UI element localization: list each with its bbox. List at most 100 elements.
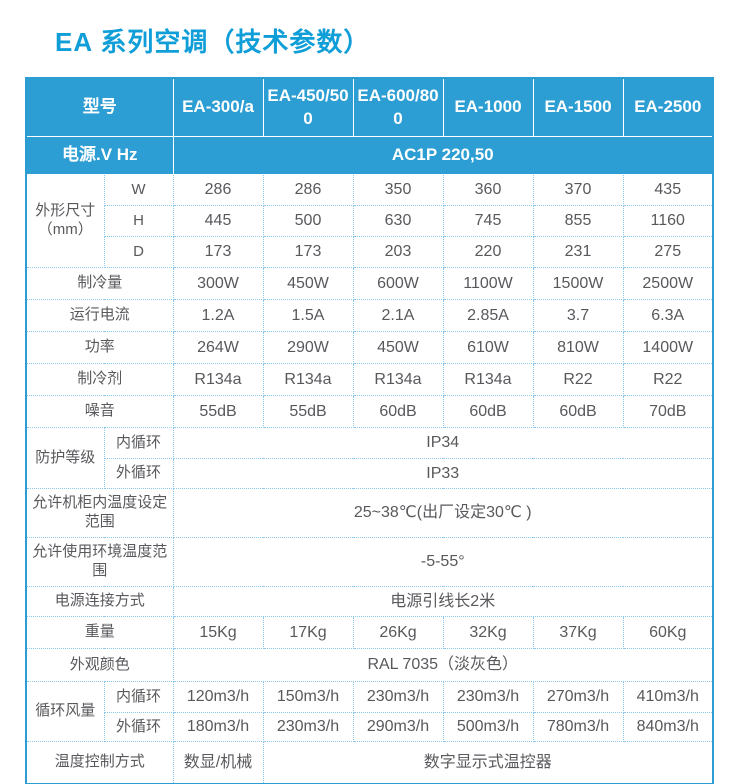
spec-row-cooling-capacity: 制冷量 300W 450W 600W 1100W 1500W 2500W (25, 267, 714, 300)
spec-value: 1.2A (172, 299, 264, 332)
temp-control-value: 数字显示式温控器 (262, 741, 714, 784)
spec-value: 290W (262, 331, 354, 364)
airflow-value: 410m3/h (622, 681, 714, 713)
airflow-value: 270m3/h (532, 681, 624, 713)
spec-value: 1100W (442, 267, 534, 300)
airflow-sublabel: 内循环 (103, 681, 174, 713)
dimension-value: 630 (352, 205, 444, 237)
model-header-label: 型号 (25, 77, 174, 137)
airflow-value: 230m3/h (352, 681, 444, 713)
ambient-temp-label: 允许使用环境温度范围 (25, 537, 174, 587)
spec-value: 55dB (262, 395, 354, 428)
cabinet-temp-row: 允许机柜内温度设定范围 25~38℃(出厂设定30℃ ) (25, 488, 714, 538)
spec-value: R134a (262, 363, 354, 396)
spec-table: 型号 EA-300/a EA-450/500 EA-600/800 EA-100… (25, 77, 714, 784)
spec-value: 810W (532, 331, 624, 364)
dimension-value: 350 (352, 174, 444, 206)
dimension-value: 745 (442, 205, 534, 237)
protection-label: 防护等级 (25, 427, 105, 489)
spec-value: R134a (172, 363, 264, 396)
cabinet-temp-value: 25~38℃(出厂设定30℃ ) (172, 488, 714, 538)
spec-value: 60dB (532, 395, 624, 428)
dimension-value: 286 (262, 174, 354, 206)
temp-control-row: 温度控制方式 数显/机械 数字显示式温控器 (25, 741, 714, 784)
spec-value: R134a (352, 363, 444, 396)
airflow-value: 120m3/h (172, 681, 264, 713)
ambient-temp-value: -5-55° (172, 537, 714, 587)
protection-value: IP34 (172, 427, 714, 459)
protection-sublabel: 内循环 (103, 427, 174, 459)
airflow-value: 150m3/h (262, 681, 354, 713)
spec-value: 2500W (622, 267, 714, 300)
spec-label: 制冷剂 (25, 363, 174, 396)
dimension-row-h: H 445 500 630 745 855 1160 (26, 205, 714, 237)
model-header-cell: EA-450/500 (262, 77, 354, 137)
spec-value: 2.85A (442, 299, 534, 332)
spec-value: 450W (262, 267, 354, 300)
model-header-cell: EA-1000 (442, 77, 534, 137)
spec-label: 制冷量 (25, 267, 174, 300)
spec-value: R22 (622, 363, 714, 396)
spec-value: 60dB (442, 395, 534, 428)
airflow-value: 180m3/h (172, 712, 264, 742)
dimension-value: 220 (442, 236, 534, 268)
protection-sublabel: 外循环 (103, 458, 174, 489)
weight-value: 37Kg (532, 616, 624, 649)
dimension-row-w: 外形尺寸（mm） W 286 286 350 360 370 435 (25, 174, 714, 268)
spec-row-power: 功率 264W 290W 450W 610W 810W 1400W (25, 331, 714, 364)
airflow-value: 840m3/h (622, 712, 714, 742)
spec-row-noise: 噪音 55dB 55dB 60dB 60dB 60dB 70dB (25, 395, 714, 428)
power-connection-label: 电源连接方式 (25, 586, 174, 617)
spec-value: 60dB (352, 395, 444, 428)
spec-label: 运行电流 (25, 299, 174, 332)
airflow-sublabel: 外循环 (103, 712, 174, 742)
airflow-value: 780m3/h (532, 712, 624, 742)
model-header-row: 型号 EA-300/a EA-450/500 EA-600/800 EA-100… (25, 77, 714, 137)
appearance-color-label: 外观颜色 (25, 648, 174, 682)
page-title: EA 系列空调（技术参数） (55, 27, 371, 57)
spec-value: R134a (442, 363, 534, 396)
temp-control-label: 温度控制方式 (25, 741, 174, 784)
dimension-value: 275 (622, 236, 714, 268)
spec-value: 70dB (622, 395, 714, 428)
weight-value: 17Kg (262, 616, 354, 649)
model-header-cell: EA-1500 (532, 77, 624, 137)
spec-label: 噪音 (25, 395, 174, 428)
dimension-value: 370 (532, 174, 624, 206)
spec-value: 600W (352, 267, 444, 300)
dimension-value: 173 (172, 236, 264, 268)
dimension-sublabel: D (103, 236, 174, 268)
model-header-cell: EA-600/800 (352, 77, 444, 137)
airflow-value: 230m3/h (262, 712, 354, 742)
appearance-color-value: RAL 7035（淡灰色） (172, 648, 714, 682)
dimension-value: 173 (262, 236, 354, 268)
spec-value: 264W (172, 331, 264, 364)
spec-value: 450W (352, 331, 444, 364)
power-row: 电源.V Hz AC1P 220,50 (25, 136, 714, 175)
dimension-value: 445 (172, 205, 264, 237)
dimension-sublabel: W (103, 174, 174, 206)
dimension-value: 286 (172, 174, 264, 206)
power-value: AC1P 220,50 (172, 136, 714, 175)
spec-value: 1.5A (262, 299, 354, 332)
airflow-row-internal: 循环风量 内循环 120m3/h 150m3/h 230m3/h 230m3/h… (25, 681, 714, 742)
spec-value: 2.1A (352, 299, 444, 332)
dimension-value: 203 (352, 236, 444, 268)
spec-label: 功率 (25, 331, 174, 364)
spec-row-running-current: 运行电流 1.2A 1.5A 2.1A 2.85A 3.7 6.3A (25, 299, 714, 332)
airflow-value: 500m3/h (442, 712, 534, 742)
spec-row-refrigerant: 制冷剂 R134a R134a R134a R134a R22 R22 (25, 363, 714, 396)
temp-control-display: 数显/机械 (172, 741, 264, 784)
model-header-cell: EA-2500 (622, 77, 714, 137)
spec-value: 55dB (172, 395, 264, 428)
dimension-value: 231 (532, 236, 624, 268)
spec-value: 1400W (622, 331, 714, 364)
spec-value: 3.7 (532, 299, 624, 332)
dimension-value: 500 (262, 205, 354, 237)
spec-value: 1500W (532, 267, 624, 300)
model-header-cell: EA-300/a (172, 77, 264, 137)
dimensions-label: 外形尺寸（mm） (25, 174, 105, 268)
ambient-temp-row: 允许使用环境温度范围 -5-55° (25, 537, 714, 587)
weight-value: 15Kg (172, 616, 264, 649)
